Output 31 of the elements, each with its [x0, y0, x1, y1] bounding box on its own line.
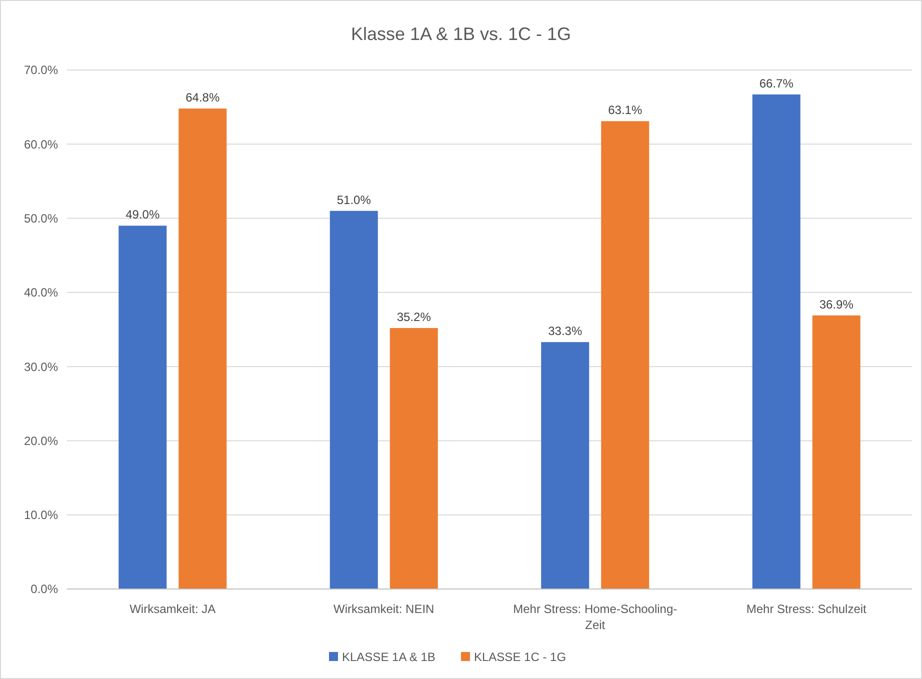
y-tick-label: 30.0%	[24, 360, 58, 374]
y-tick-label: 50.0%	[24, 211, 58, 226]
y-tick-label: 0.0%	[30, 582, 58, 596]
y-tick-label: 40.0%	[24, 286, 58, 300]
y-tick-label: 20.0%	[24, 434, 58, 448]
x-tick-label: Mehr Stress: Schulzeit	[746, 602, 868, 616]
bar	[601, 121, 650, 589]
data-label: 33.3%	[548, 324, 582, 338]
bar	[752, 94, 800, 589]
bar	[390, 328, 438, 589]
x-tick-label: Wirksamkeit: JA	[130, 602, 216, 616]
data-label: 51.0%	[336, 192, 372, 207]
legend-label: KLASSE 1A & 1B	[342, 650, 436, 664]
data-label: 35.2%	[396, 310, 432, 324]
bar	[330, 210, 378, 589]
bar	[541, 342, 590, 589]
bar	[118, 226, 167, 589]
data-label: 49.0%	[126, 208, 160, 222]
data-label: 64.8%	[186, 90, 220, 105]
bar	[812, 315, 860, 589]
y-tick-label: 70.0%	[24, 63, 58, 78]
y-tick-label: 60.0%	[24, 137, 58, 152]
chart-title: Klasse 1A & 1B vs. 1C - 1G	[350, 24, 572, 44]
bar	[178, 108, 227, 589]
data-label: 63.1%	[608, 103, 642, 118]
data-label: 66.7%	[759, 76, 794, 90]
x-tick-label: Wirksamkeit: NEIN	[334, 602, 434, 616]
legend-label: KLASSE 1C - 1G	[474, 650, 566, 664]
x-tick-label: Mehr Stress: Home-Schooling-Zeit	[513, 602, 678, 632]
y-tick-label: 10.0%	[24, 508, 58, 522]
data-label: 36.9%	[819, 297, 854, 312]
